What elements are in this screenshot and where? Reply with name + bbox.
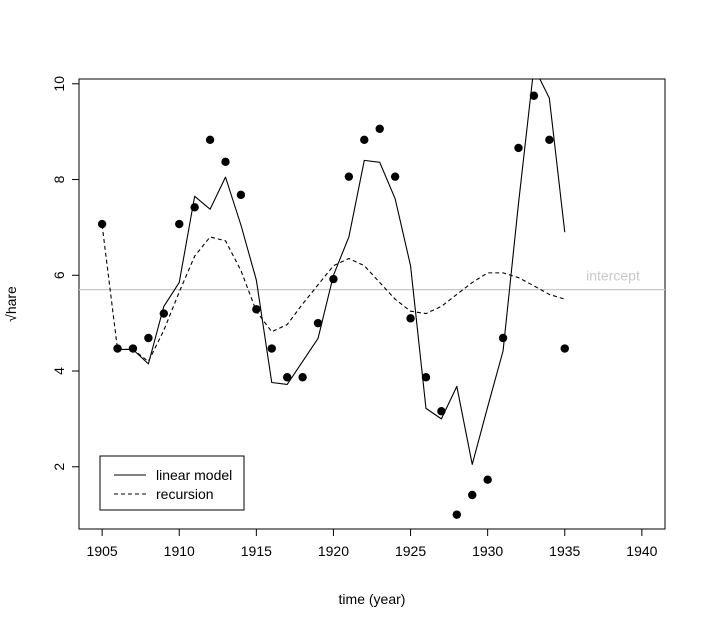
data-point-1924 <box>390 172 400 181</box>
legend: linear model recursion <box>99 455 245 511</box>
data-point-1914 <box>236 190 246 200</box>
x-tick-label-1: 1910 <box>164 543 195 559</box>
x-axis-title: time (year) <box>339 591 406 607</box>
data-point-1927 <box>437 407 446 416</box>
data-point-1928 <box>452 510 462 519</box>
y-tick-label-0: 2 <box>51 463 67 471</box>
data-point-1923 <box>375 124 384 133</box>
data-point-1933 <box>529 91 539 100</box>
data-point-1906 <box>113 344 122 353</box>
data-point-1905 <box>97 219 107 229</box>
y-tick-label-2: 6 <box>51 271 67 279</box>
data-point-1930 <box>483 475 492 484</box>
x-tick-label-0: 1905 <box>87 543 118 559</box>
x-tick-label-2: 1915 <box>241 543 272 559</box>
reference-line-group: intercept <box>79 268 665 291</box>
x-tick-label-7: 1940 <box>626 543 657 559</box>
x-tick-label-6: 1935 <box>549 543 580 559</box>
data-point-1929 <box>468 490 477 500</box>
data-point-1932 <box>514 143 523 153</box>
data-point-1920 <box>329 274 338 284</box>
data-point-1935 <box>560 344 569 353</box>
legend-label-recursion: recursion <box>156 486 214 502</box>
y-tick-label-3: 8 <box>51 175 67 183</box>
x-tick-label-3: 1920 <box>318 543 349 559</box>
data-point-1915 <box>252 305 261 314</box>
y-axis-title: √hare <box>3 286 19 322</box>
y-tick-label-1: 4 <box>51 367 67 375</box>
points-group <box>97 91 569 519</box>
data-point-1921 <box>344 172 354 181</box>
data-point-1912 <box>205 135 215 144</box>
x-tick-label-5: 1930 <box>472 543 503 559</box>
data-point-1908 <box>144 333 153 343</box>
x-tick-label-4: 1925 <box>395 543 426 559</box>
plot-frame <box>78 78 666 530</box>
data-point-1911 <box>190 203 199 212</box>
data-point-1918 <box>298 373 307 382</box>
data-point-1925 <box>406 314 415 323</box>
data-point-1916 <box>267 344 276 353</box>
data-point-1913 <box>221 157 230 167</box>
data-point-1934 <box>545 135 554 144</box>
data-point-1931 <box>498 333 508 343</box>
data-point-1909 <box>159 309 169 318</box>
series-group <box>101 79 566 465</box>
axis-ticks: 1905 1910 1915 1920 1925 1930 1935 1940 2 4 6 8 10 <box>51 76 658 559</box>
y-tick-label-4: 10 <box>51 76 67 92</box>
data-point-1922 <box>360 135 369 144</box>
legend-box <box>99 455 245 511</box>
series-line-linear-model <box>117 79 566 465</box>
legend-label-linear-model: linear model <box>156 467 232 483</box>
data-point-1907 <box>128 344 138 353</box>
data-point-1910 <box>175 219 184 229</box>
series-line-recursion <box>101 224 565 362</box>
data-point-1917 <box>282 373 292 382</box>
data-point-1919 <box>313 318 323 328</box>
data-point-1926 <box>421 373 431 382</box>
intercept-label: intercept <box>586 268 640 284</box>
